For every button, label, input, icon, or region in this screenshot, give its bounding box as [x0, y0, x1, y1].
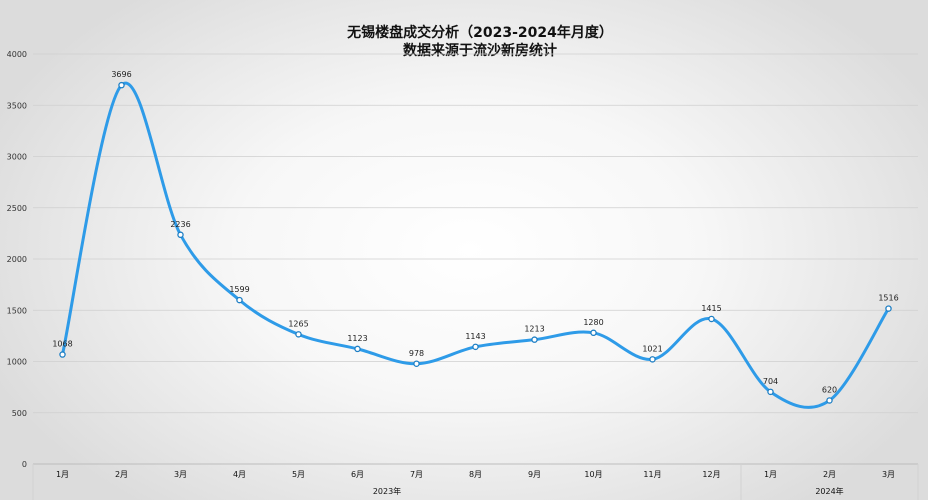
x-tick-label: 1月 — [56, 470, 69, 479]
x-axis: 1月 2月 3月 4月 5月 6月 7月 8月 9月 10月 11月 12月 1月 2月 3月 2023年 20… — [32, 463, 919, 500]
data-label: 1143 — [465, 332, 485, 341]
x-tick-label: 6月 — [351, 470, 364, 479]
data-point — [354, 345, 361, 353]
x-tick-label: 5月 — [292, 470, 305, 479]
data-label: 1415 — [701, 304, 721, 313]
data-label: 1599 — [229, 285, 249, 294]
data-label: 978 — [409, 349, 424, 358]
data-point — [590, 329, 597, 337]
data-point — [826, 397, 833, 404]
data-label: 1213 — [524, 325, 544, 334]
x-tick-label: 12月 — [702, 470, 720, 479]
data-label: 620 — [822, 385, 837, 394]
y-tick-label: 1500 — [7, 306, 27, 315]
data-label: 1068 — [52, 340, 72, 349]
data-point — [236, 296, 243, 304]
data-point — [413, 360, 420, 368]
data-labels: 1068 3696 2236 1599 1265 1123 978 1143 1213 1280 1… — [52, 70, 898, 394]
y-tick-label: 1000 — [7, 358, 27, 367]
data-point — [118, 81, 125, 89]
data-label: 2236 — [170, 220, 190, 229]
data-label: 704 — [763, 377, 778, 386]
x-tick-label: 9月 — [528, 470, 541, 479]
y-tick-label: 500 — [12, 409, 27, 418]
x-tick-label: 10月 — [584, 470, 602, 479]
x-group-label: 2024年 — [815, 486, 843, 496]
series-line — [61, 81, 890, 409]
data-label: 1516 — [878, 294, 898, 303]
x-tick-label: 1月 — [764, 470, 777, 479]
data-points — [59, 81, 892, 404]
data-label: 1280 — [583, 318, 603, 327]
data-point — [177, 231, 184, 239]
data-point — [531, 336, 538, 343]
data-point — [472, 343, 479, 351]
data-label: 1123 — [347, 334, 367, 343]
y-tick-label: 0 — [22, 460, 27, 469]
y-tick-label: 3500 — [7, 101, 27, 110]
data-label: 1265 — [288, 319, 308, 328]
x-tick-label: 2月 — [823, 470, 836, 479]
data-point — [767, 388, 774, 396]
series-line-path — [61, 81, 890, 409]
gridlines — [33, 53, 918, 465]
data-point — [649, 356, 656, 363]
y-tick-label: 2000 — [7, 255, 27, 264]
data-label: 1021 — [642, 344, 662, 353]
x-tick-label: 3月 — [174, 470, 187, 479]
y-tick-label: 3000 — [7, 153, 27, 162]
x-tick-label: 4月 — [233, 470, 246, 479]
data-point — [885, 305, 892, 312]
x-tick-label: 7月 — [410, 470, 423, 479]
x-tick-label: 3月 — [882, 470, 895, 479]
x-group-label: 2023年 — [373, 486, 401, 496]
data-label: 3696 — [111, 70, 131, 79]
x-tick-label: 8月 — [469, 470, 482, 479]
chart-title: 无锡楼盘成交分析（2023-2024年月度） — [346, 24, 613, 41]
x-tick-label: 11月 — [643, 470, 661, 479]
data-point — [708, 315, 715, 323]
x-tick-label: 2月 — [115, 470, 128, 479]
y-tick-label: 4000 — [7, 50, 27, 59]
data-point — [295, 331, 302, 338]
chart-subtitle: 数据来源于流沙新房统计 — [403, 42, 557, 59]
y-axis: 0 500 1000 1500 2000 2500 3000 3500 4000 — [7, 50, 27, 469]
y-tick-label: 2500 — [7, 204, 27, 213]
data-point — [59, 351, 66, 358]
